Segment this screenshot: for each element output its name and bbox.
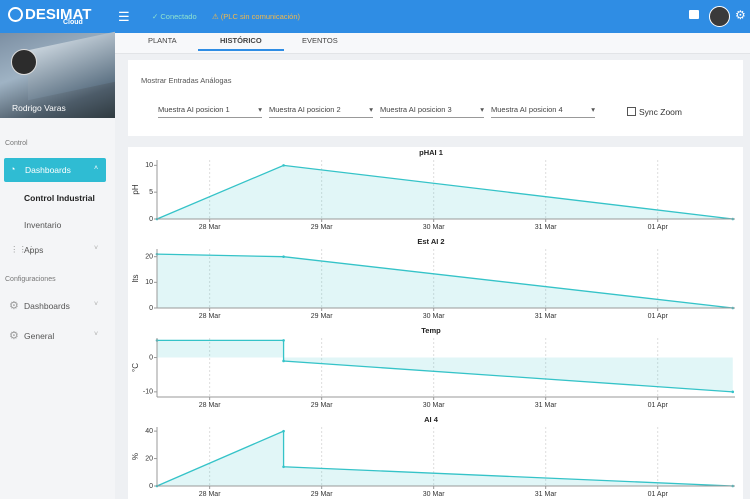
x-tick-label: 31 Mar <box>535 402 557 409</box>
filter-card <box>128 60 743 136</box>
brand-sub: Cloud <box>63 19 83 26</box>
y-tick-label: 0 <box>149 216 153 223</box>
chart-title: AI 4 <box>424 415 439 424</box>
x-tick-label: 29 Mar <box>311 313 333 320</box>
x-tick-label: 30 Mar <box>423 224 445 231</box>
point <box>282 465 285 469</box>
user-name: Rodrigo Varas <box>12 103 66 113</box>
select[interactable]: Muestra AI posicion 3 <box>380 105 484 118</box>
section-label: Control <box>5 140 28 147</box>
chart-title: pHAI 1 <box>419 148 443 157</box>
line <box>157 339 733 393</box>
x-tick-label: 01 Apr <box>648 402 669 409</box>
menu-label: Dashboards <box>25 165 71 175</box>
chart-title: Est AI 2 <box>417 237 444 246</box>
sidebar: Rodrigo Varas Control ◔ Dashboards ˄ Con… <box>0 31 115 499</box>
select[interactable]: Muestra AI posicion 2 <box>269 105 373 118</box>
area-fill <box>157 431 733 486</box>
x-tick-label: 28 Mar <box>199 313 221 320</box>
point <box>282 164 285 167</box>
point <box>282 359 285 363</box>
top-bar: DESIMAT Cloud ☰ ✓ Conectado ⚠ (PLC sin c… <box>0 0 750 33</box>
y-axis-label: pH <box>131 184 140 194</box>
tab[interactable]: EVENTOS <box>302 36 338 45</box>
y-tick-label: 40 <box>145 428 153 435</box>
x-tick-label: 01 Apr <box>648 491 669 498</box>
y-tick-label: 0 <box>149 305 153 312</box>
y-tick-label: 10 <box>145 162 153 169</box>
point <box>282 255 285 258</box>
x-tick-label: 31 Mar <box>535 491 557 498</box>
x-tick-label: 30 Mar <box>423 313 445 320</box>
section-label: Configuraciones <box>5 276 56 283</box>
x-tick-label: 29 Mar <box>311 402 333 409</box>
y-tick-label: 10 <box>145 279 153 286</box>
x-tick-label: 01 Apr <box>648 224 669 231</box>
logo-icon <box>8 7 23 22</box>
y-tick-label: 0 <box>149 483 153 490</box>
x-tick-label: 01 Apr <box>648 313 669 320</box>
user-avatar[interactable] <box>709 6 730 27</box>
chart-title: Temp <box>421 326 441 335</box>
menu-item[interactable]: General <box>24 331 55 341</box>
select[interactable]: Muestra AI posicion 4 <box>491 105 595 118</box>
menu-item-active[interactable]: ◔ Dashboards ˄ <box>4 158 106 182</box>
chat-icon[interactable] <box>689 10 699 19</box>
checkbox[interactable] <box>627 107 636 116</box>
x-tick-label: 31 Mar <box>535 224 557 231</box>
x-tick-label: 29 Mar <box>311 224 333 231</box>
menu-item[interactable]: Dashboards <box>24 301 70 311</box>
checkbox-label: Sync Zoom <box>639 107 682 117</box>
x-tick-label: 31 Mar <box>535 313 557 320</box>
x-tick-label: 29 Mar <box>311 491 333 498</box>
line <box>156 430 733 487</box>
tab-bar <box>115 33 750 54</box>
x-tick-label: 28 Mar <box>199 402 221 409</box>
y-axis-label: % <box>131 453 140 460</box>
point <box>282 429 285 433</box>
filter-title: Mostrar Entradas Análogas <box>141 76 232 85</box>
menu-item[interactable]: Inventario <box>24 220 62 230</box>
profile-cover: Rodrigo Varas <box>0 31 115 118</box>
area-fill <box>157 165 733 219</box>
select[interactable]: Muestra AI posicion 1 <box>158 105 262 118</box>
tab[interactable]: PLANTA <box>148 36 177 45</box>
y-tick-label: -10 <box>143 389 153 396</box>
status-ok: ✓ Conectado <box>152 12 197 21</box>
menu-toggle[interactable]: ☰ <box>118 9 130 24</box>
y-axis-label: °C <box>131 363 140 372</box>
profile-avatar <box>11 49 37 75</box>
y-tick-label: 0 <box>149 354 153 361</box>
brand: DESIMAT <box>25 6 92 23</box>
chart-card <box>128 147 743 499</box>
menu-item[interactable]: Apps <box>24 245 44 255</box>
x-tick-label: 28 Mar <box>199 491 221 498</box>
area-fill <box>157 340 733 392</box>
settings-icon[interactable]: ⚙ <box>735 8 746 22</box>
y-tick-label: 20 <box>145 254 153 261</box>
tab[interactable]: HISTÓRICO <box>198 36 284 51</box>
y-tick-label: 5 <box>149 189 153 196</box>
menu-item[interactable]: Control Industrial <box>24 193 95 203</box>
point <box>282 339 285 342</box>
x-tick-label: 30 Mar <box>423 402 445 409</box>
status-warn: ⚠ (PLC sin comunicación) <box>212 12 301 21</box>
point <box>731 390 735 394</box>
x-tick-label: 30 Mar <box>423 491 445 498</box>
y-tick-label: 20 <box>145 455 153 462</box>
y-axis-label: lts <box>131 275 140 283</box>
area-fill <box>157 254 733 308</box>
x-tick-label: 28 Mar <box>199 224 221 231</box>
